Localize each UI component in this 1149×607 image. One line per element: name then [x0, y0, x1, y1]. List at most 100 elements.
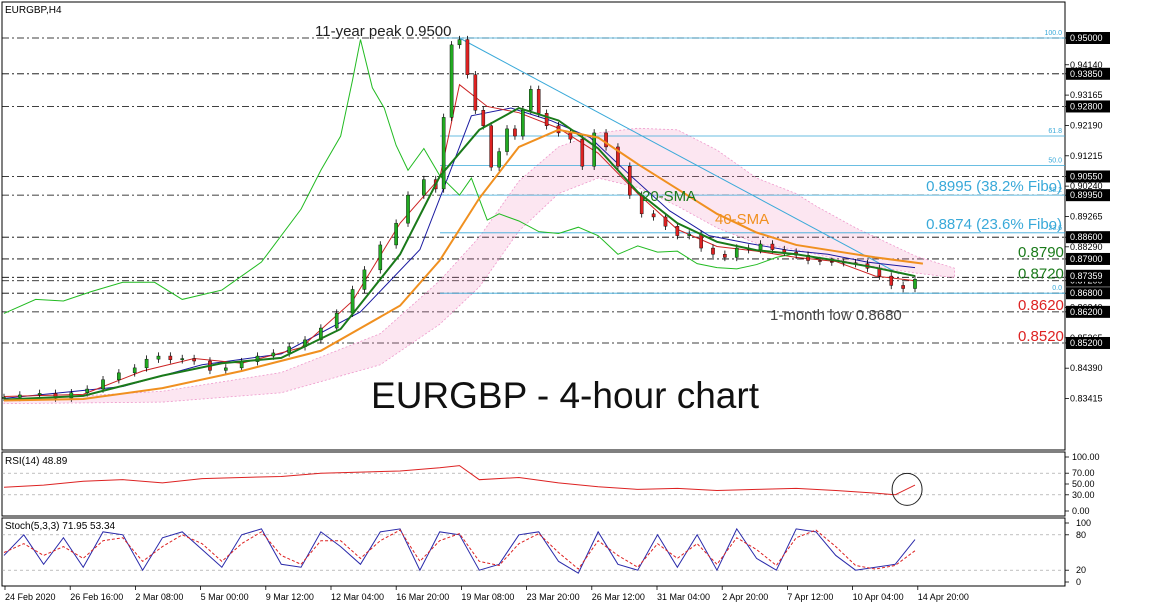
price-tag-bg [1066, 231, 1110, 244]
rsi-tick-label: 0.00 [1072, 506, 1090, 516]
sr-label: 0.8790 [1018, 244, 1064, 261]
candle [132, 367, 137, 374]
sma20-label: 20-SMA [642, 188, 696, 205]
fibo-level-label: 38.2 [1048, 187, 1062, 194]
price-tick-label: 0.90550 [1070, 171, 1103, 181]
candle [101, 379, 105, 390]
candle [144, 358, 149, 369]
candle [734, 247, 739, 258]
price-tick-label: 0.90240 [1070, 181, 1103, 191]
candle [473, 74, 478, 111]
candle [156, 355, 161, 360]
candle [406, 194, 410, 224]
time-tick-label: 7 Apr 12:00 [787, 592, 833, 602]
rsi-line [3, 465, 916, 496]
candle [770, 243, 775, 250]
candle [449, 44, 454, 118]
candle [465, 39, 470, 75]
candle [830, 261, 834, 263]
rsi-tick-label: 30.00 [1072, 490, 1095, 500]
candle [544, 113, 549, 126]
fibo-level-label: 50.0 [1048, 158, 1062, 165]
candle [651, 213, 656, 218]
candle [18, 394, 22, 398]
candle [319, 327, 323, 341]
fibo-annotation: 0.8995 (38.2% Fibo) [926, 178, 1062, 195]
candle [117, 372, 121, 380]
price-tick-label: 0.84390 [1070, 363, 1103, 373]
time-tick-label: 12 Mar 04:00 [331, 592, 384, 602]
price-tick-label: 0.89950 [1070, 190, 1103, 200]
candle [85, 388, 89, 393]
rsi-tick-label: 70.00 [1072, 468, 1095, 478]
price-tick-label: 0.95000 [1070, 33, 1103, 43]
price-tag-bg [1066, 67, 1110, 80]
kijun-line [3, 107, 916, 399]
candle [687, 233, 692, 236]
rsi-panel-frame [1, 451, 1066, 517]
candle [889, 275, 894, 286]
candle [362, 269, 367, 290]
candle [224, 367, 228, 371]
time-tick-label: 26 Feb 16:00 [70, 592, 123, 602]
candle [699, 233, 703, 249]
candle [378, 244, 383, 271]
price-tick-label: 0.94140 [1070, 60, 1103, 70]
price-tick-label: 0.86200 [1070, 307, 1103, 317]
time-tick-label: 2 Mar 08:00 [135, 592, 183, 602]
candle [239, 361, 244, 369]
candle [913, 278, 917, 289]
stoch-line [3, 529, 916, 570]
candle [457, 39, 462, 46]
rsi-title: RSI(14) 48.89 [5, 456, 68, 467]
price-tick-label: 0.88600 [1070, 232, 1103, 242]
sma40-label: 40-SMA [715, 211, 769, 228]
peak-annotation: 11-year peak 0.9500 [315, 23, 452, 40]
candle [528, 89, 533, 111]
price-tick-label: 0.89265 [1070, 211, 1103, 221]
time-tick-label: 24 Feb 2020 [5, 592, 56, 602]
price-tick-label: 0.92190 [1070, 120, 1103, 130]
candle [901, 285, 905, 289]
stoch-tick-label: 0 [1076, 577, 1081, 587]
stoch-panel-frame [1, 517, 1066, 587]
candle [168, 355, 173, 360]
stoch-title: Stoch(5,3,3) 71.95 53.34 [5, 521, 116, 532]
candle [513, 128, 517, 137]
sma-line-40-sma [3, 128, 924, 402]
candle [2, 397, 6, 399]
candle [505, 128, 509, 152]
candle [711, 247, 715, 255]
time-tick-label: 2 Apr 20:00 [722, 592, 768, 602]
price-tick-label: 0.88290 [1070, 242, 1103, 252]
chart-title: EURGBP - 4-hour chart [371, 375, 760, 416]
price-tag-bg [1066, 32, 1110, 44]
candle [192, 358, 196, 362]
candle [497, 151, 501, 168]
candle [580, 138, 585, 167]
main-panel-frame [1, 1, 1066, 451]
candle [521, 109, 525, 137]
candle [441, 117, 446, 190]
candle [180, 358, 185, 360]
price-tick-label: 0.92800 [1070, 101, 1103, 111]
price-tick-label: 0.87900 [1070, 254, 1103, 264]
current-price-tag [1066, 269, 1110, 282]
stoch-line [3, 527, 916, 574]
time-tick-label: 19 Mar 08:00 [461, 592, 514, 602]
time-tick-label: 5 Mar 00:00 [201, 592, 249, 602]
candle [334, 312, 339, 329]
ichimoku-cloud [3, 127, 956, 405]
candle [818, 260, 822, 262]
candle [394, 222, 398, 246]
price-tag-bg [1066, 287, 1110, 300]
candle [287, 346, 291, 354]
sr-label: 0.8720 [1018, 266, 1064, 283]
candle [663, 216, 668, 227]
time-tick-label: 31 Mar 04:00 [657, 592, 710, 602]
time-tick-label: 10 Apr 04:00 [853, 592, 904, 602]
stoch-tick-label: 80 [1076, 530, 1086, 540]
candle [568, 132, 573, 140]
rsi-highlight-ellipse [891, 472, 923, 506]
trend-line [459, 37, 900, 275]
